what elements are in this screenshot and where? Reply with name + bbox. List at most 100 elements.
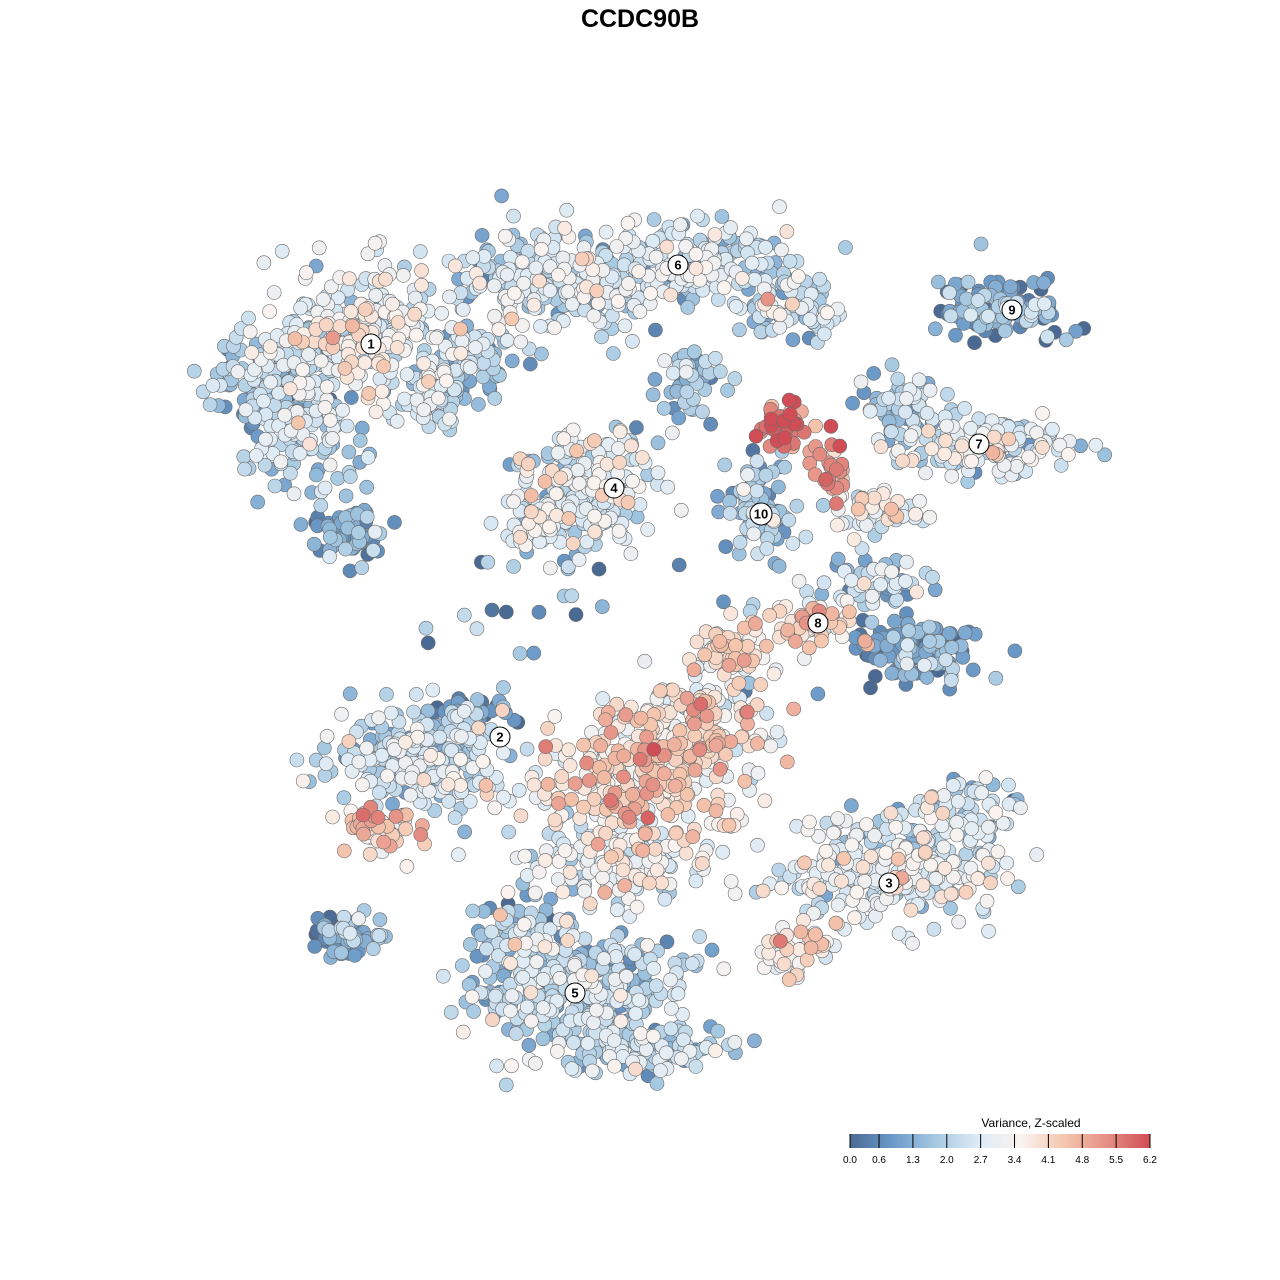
scatter-point <box>492 907 508 923</box>
scatter-point <box>1029 847 1044 862</box>
scatter-point <box>663 1021 679 1037</box>
scatter-point <box>318 317 334 333</box>
scatter-point <box>746 526 762 542</box>
scatter-point <box>648 322 663 338</box>
scatter-point <box>435 968 451 984</box>
scatter-point <box>911 372 927 388</box>
scatter-point <box>282 381 298 397</box>
scatter-point <box>650 465 666 481</box>
scatter-point <box>478 777 494 793</box>
scatter-point <box>688 1059 704 1074</box>
scatter-point <box>425 682 441 698</box>
scatter-point <box>620 495 636 510</box>
scatter-point <box>708 1043 723 1058</box>
scatter-point <box>564 1061 580 1076</box>
scatter-point <box>496 680 511 695</box>
scatter-point <box>704 942 720 958</box>
scatter-point <box>453 751 468 767</box>
scatter-point <box>623 438 639 454</box>
scatter-point <box>990 844 1006 860</box>
scatter-point <box>584 968 600 984</box>
scatter-point <box>625 333 640 349</box>
scatter-point <box>679 384 695 400</box>
scatter-point <box>262 304 277 319</box>
scatter-point <box>718 539 734 555</box>
scatter-point <box>981 855 996 871</box>
scatter-point <box>715 844 731 860</box>
scatter-point <box>503 1003 518 1019</box>
scatter-point <box>376 834 392 850</box>
scatter-point <box>759 541 775 556</box>
scatter-point <box>900 637 915 653</box>
scatter-point <box>571 552 587 567</box>
scatter-point <box>507 937 523 952</box>
scatter-point <box>938 433 953 449</box>
scatter-point <box>785 296 800 312</box>
scatter-point <box>456 607 472 623</box>
scatter-point <box>610 441 626 456</box>
scatter-point <box>763 411 779 427</box>
scatter-point <box>625 473 640 489</box>
scatter-point <box>855 859 871 875</box>
scatter-point <box>506 494 521 510</box>
scatter-point <box>666 737 682 752</box>
scatter-point <box>1035 440 1050 455</box>
scatter-point <box>631 992 647 1008</box>
cluster-label-9: 9 <box>1001 299 1023 321</box>
scatter-point <box>513 334 529 350</box>
scatter-point <box>557 843 573 858</box>
scatter-point <box>487 800 503 816</box>
scatter-point <box>289 752 305 768</box>
scatter-point <box>1097 447 1112 463</box>
scatter-point <box>686 662 702 678</box>
scatter-point <box>866 490 882 506</box>
scatter-point <box>230 364 246 380</box>
scatter-point <box>522 356 538 372</box>
scatter-point <box>535 1000 551 1016</box>
scatter-point <box>760 291 776 307</box>
scatter-point <box>753 677 768 692</box>
scatter-point <box>367 524 383 540</box>
scatter-point <box>283 465 298 481</box>
scatter-point <box>468 340 483 355</box>
scatter-point <box>577 883 593 899</box>
scatter-point <box>772 199 787 214</box>
scatter-point <box>342 469 358 484</box>
scatter-point <box>418 620 434 636</box>
scatter-point <box>550 445 566 461</box>
scatter-point <box>535 971 551 987</box>
scatter-point <box>637 653 653 669</box>
scatter-point <box>471 720 486 736</box>
scatter-point <box>1035 406 1050 421</box>
scatter-point <box>599 456 615 472</box>
scatter-point <box>663 972 678 988</box>
scatter-point <box>697 647 713 663</box>
scatter-point <box>656 766 672 782</box>
scatter-point <box>687 716 702 732</box>
scatter-point <box>443 1004 459 1020</box>
scatter-point <box>523 488 539 503</box>
scatter-point <box>368 404 384 420</box>
scatter-point <box>849 884 865 900</box>
scatter-point <box>640 937 655 953</box>
scatter-point <box>963 420 979 436</box>
scatter-point <box>205 378 221 393</box>
scatter-point <box>359 740 375 756</box>
scatter-point <box>453 321 468 337</box>
scatter-point <box>949 827 965 843</box>
scatter-point <box>925 569 940 585</box>
scatter-point <box>815 497 831 513</box>
scatter-point <box>714 209 730 224</box>
scatter-point <box>336 843 352 859</box>
scatter-point <box>1007 643 1023 659</box>
scatter-point <box>766 666 782 682</box>
scatter-point <box>883 805 899 821</box>
scatter-point <box>590 295 606 311</box>
color-legend: Variance, Z-scaled 0.0 0.6 1.3 2.0 2.7 3.4 4.1… <box>843 1116 1157 1166</box>
scatter-point <box>847 910 862 926</box>
scatter-point <box>475 754 491 769</box>
scatter-point <box>537 474 553 489</box>
scatter-point <box>523 985 539 1000</box>
scatter-point <box>550 872 566 887</box>
scatter-point <box>810 686 826 702</box>
